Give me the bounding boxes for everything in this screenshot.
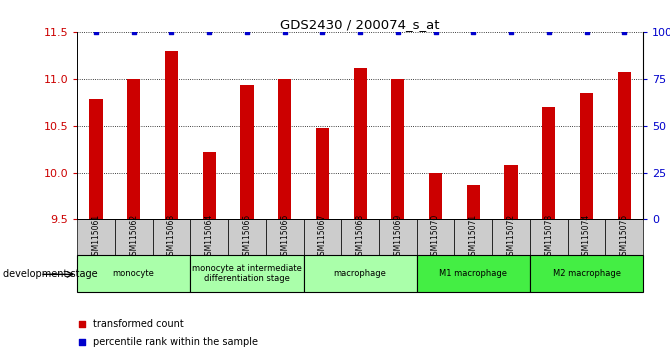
Bar — [77, 255, 190, 292]
Bar — [567, 219, 606, 255]
Bar — [618, 72, 631, 219]
Text: GSM115070: GSM115070 — [431, 214, 440, 260]
Text: M2 macrophage: M2 macrophage — [553, 269, 620, 278]
Point — [619, 29, 630, 35]
Bar — [606, 219, 643, 255]
Bar — [530, 255, 643, 292]
Bar — [241, 85, 253, 219]
Point — [317, 29, 328, 35]
Bar — [391, 79, 405, 219]
Text: GSM115067: GSM115067 — [318, 214, 327, 260]
Bar — [580, 93, 593, 219]
Text: GSM115069: GSM115069 — [393, 214, 403, 260]
Text: M1 macrophage: M1 macrophage — [440, 269, 507, 278]
Text: macrophage: macrophage — [334, 269, 387, 278]
Text: monocyte: monocyte — [113, 269, 155, 278]
Point — [393, 29, 403, 35]
Point — [468, 29, 478, 35]
Text: GSM115072: GSM115072 — [507, 214, 516, 260]
Bar — [190, 255, 304, 292]
Text: GSM115065: GSM115065 — [243, 214, 251, 260]
Bar — [266, 219, 304, 255]
Bar — [417, 255, 530, 292]
Point — [543, 29, 554, 35]
Bar — [115, 219, 153, 255]
Text: GSM115071: GSM115071 — [469, 214, 478, 260]
Bar — [190, 219, 228, 255]
Text: GSM115066: GSM115066 — [280, 214, 289, 260]
Point — [204, 29, 214, 35]
Bar — [316, 129, 329, 219]
Text: GSM115068: GSM115068 — [356, 214, 364, 260]
Text: transformed count: transformed count — [94, 319, 184, 329]
Bar — [530, 219, 567, 255]
Point — [355, 29, 366, 35]
Point — [349, 224, 360, 229]
Point — [581, 29, 592, 35]
Text: GSM115074: GSM115074 — [582, 214, 591, 260]
Text: GSM115062: GSM115062 — [129, 214, 138, 260]
Text: percentile rank within the sample: percentile rank within the sample — [94, 337, 259, 348]
Text: GSM115061: GSM115061 — [91, 214, 100, 260]
Bar — [354, 68, 366, 219]
Bar — [467, 185, 480, 219]
Bar — [304, 219, 341, 255]
Bar — [379, 219, 417, 255]
Point — [241, 29, 252, 35]
Text: GSM115075: GSM115075 — [620, 214, 629, 260]
Point — [279, 29, 290, 35]
Bar — [542, 107, 555, 219]
Text: GSM115063: GSM115063 — [167, 214, 176, 260]
Point — [349, 56, 360, 62]
Bar — [165, 51, 178, 219]
Bar — [153, 219, 190, 255]
Title: GDS2430 / 200074_s_at: GDS2430 / 200074_s_at — [280, 18, 440, 31]
Text: GSM115073: GSM115073 — [544, 214, 553, 260]
Bar — [341, 219, 379, 255]
Bar — [417, 219, 454, 255]
Point — [166, 29, 177, 35]
Bar — [202, 152, 216, 219]
Point — [430, 29, 441, 35]
Bar — [304, 255, 417, 292]
Bar — [77, 219, 115, 255]
Bar — [492, 219, 530, 255]
Bar — [89, 99, 103, 219]
Bar — [429, 173, 442, 219]
Point — [90, 29, 101, 35]
Bar — [228, 219, 266, 255]
Text: GSM115064: GSM115064 — [204, 214, 214, 260]
Bar — [127, 79, 140, 219]
Bar — [505, 165, 518, 219]
Point — [506, 29, 517, 35]
Text: development stage: development stage — [3, 269, 98, 279]
Bar — [278, 79, 291, 219]
Point — [128, 29, 139, 35]
Text: monocyte at intermediate
differentiation stage: monocyte at intermediate differentiation… — [192, 264, 302, 283]
Bar — [454, 219, 492, 255]
